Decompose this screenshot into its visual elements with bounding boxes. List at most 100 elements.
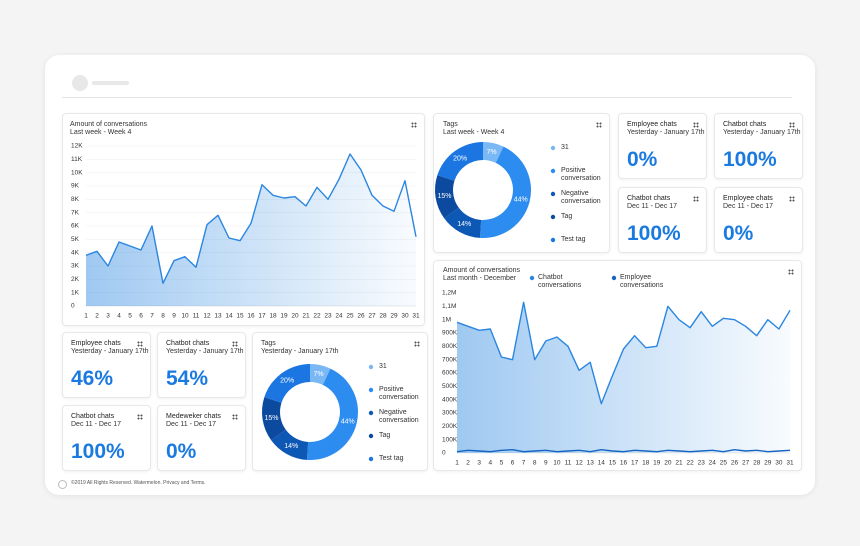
legend-dot [550, 237, 556, 243]
x-tick-label: 27 [742, 460, 750, 467]
x-tick-label: 19 [280, 313, 288, 320]
y-tick-label: 900K [442, 330, 458, 337]
x-tick-label: 12 [575, 460, 583, 467]
legend-dot [550, 145, 556, 151]
menu-icon[interactable] [596, 122, 602, 128]
x-tick-label: 3 [477, 460, 481, 467]
donut-segment [444, 207, 482, 238]
card-subtitle: Dec 11 - Dec 17 [627, 203, 678, 210]
x-tick-label: 4 [117, 313, 121, 320]
y-tick-label: 12K [71, 143, 83, 150]
x-tick-label: 16 [247, 313, 255, 320]
x-tick-label: 6 [511, 460, 515, 467]
card-value: 100% [627, 222, 681, 245]
menu-icon[interactable] [693, 122, 699, 128]
menu-icon[interactable] [789, 196, 795, 202]
x-tick-label: 20 [664, 460, 672, 467]
legend-label: Test tag [379, 455, 404, 462]
menu-icon[interactable] [788, 269, 794, 275]
menu-icon[interactable] [137, 414, 143, 420]
legend-label: 31 [561, 144, 569, 151]
x-tick-label: 22 [313, 313, 321, 320]
x-tick-label: 29 [390, 313, 398, 320]
card-title: Chatbot chats [166, 340, 210, 347]
stat-card: Medeweker chats Dec 11 - Dec 17 0% [157, 405, 246, 471]
stat-card: Chatbot chats Dec 11 - Dec 17 100% [62, 405, 151, 471]
donut-segment [271, 429, 309, 460]
y-tick-label: 200K [442, 423, 458, 430]
x-tick-label: 19 [653, 460, 661, 467]
x-tick-label: 28 [379, 313, 387, 320]
line [85, 153, 417, 284]
x-tick-label: 25 [346, 313, 354, 320]
area [457, 302, 790, 453]
x-tick-label: 6 [139, 313, 143, 320]
y-tick-label: 600K [442, 370, 458, 377]
card-title: Employee chats [627, 121, 677, 128]
x-tick-label: 11 [565, 460, 572, 467]
y-tick-label: 1M [442, 316, 451, 323]
y-tick-label: 3K [71, 263, 80, 270]
legend-label: Test tag [561, 236, 586, 243]
y-tick-label: 1,2M [442, 290, 456, 297]
x-tick-label: 11 [193, 313, 200, 320]
x-tick-label: 4 [488, 460, 492, 467]
card-title: Chatbot chats [627, 195, 671, 202]
legend-dot [368, 456, 374, 462]
legend-dot [529, 275, 535, 281]
x-tick-label: 9 [172, 313, 176, 320]
legend-dot [368, 433, 374, 439]
menu-icon[interactable] [414, 341, 420, 347]
y-tick-label: 1,1M [442, 303, 456, 310]
card-title: Chatbot chats [71, 413, 115, 420]
card-title: Employee chats [723, 195, 773, 202]
card-subtitle: Dec 11 - Dec 17 [71, 421, 122, 428]
card-subtitle: Yesterday - January 17th [71, 348, 149, 355]
card-subtitle: Yesterday - January 17th [627, 129, 705, 136]
menu-icon[interactable] [789, 122, 795, 128]
card-value: 100% [71, 440, 125, 463]
x-tick-label: 21 [302, 313, 310, 320]
y-tick-label: 400K [442, 396, 458, 403]
chart-title: Amount of conversations [70, 121, 148, 128]
x-tick-label: 14 [225, 313, 233, 320]
data-label: 44% [514, 197, 528, 204]
x-tick-label: 29 [764, 460, 772, 467]
x-tick-label: 15 [609, 460, 617, 467]
card-title: Medeweker chats [166, 413, 221, 420]
card-title: Chatbot chats [723, 121, 767, 128]
y-tick-label: 0 [442, 450, 446, 457]
x-tick-label: 22 [686, 460, 694, 467]
x-tick-label: 30 [401, 313, 409, 320]
stat-card: Employee chats Dec 11 - Dec 17 0% [714, 187, 803, 253]
data-label: 44% [341, 419, 355, 426]
legend-dot [368, 387, 374, 393]
chart-subtitle: Last week - Week 4 [443, 129, 504, 136]
x-tick-label: 31 [412, 313, 420, 320]
x-tick-label: 1 [84, 313, 88, 320]
donut-segment [262, 397, 286, 441]
legend-label: Positive conversation [379, 386, 419, 401]
x-tick-label: 1 [455, 460, 459, 467]
menu-icon[interactable] [693, 196, 699, 202]
x-tick-label: 2 [95, 313, 99, 320]
legend-label: Chatbot conversations [538, 274, 582, 289]
y-tick-label: 5K [71, 236, 80, 243]
x-tick-label: 14 [598, 460, 606, 467]
y-tick-label: 4K [71, 249, 80, 256]
donut-segment [264, 364, 310, 403]
menu-icon[interactable] [137, 341, 143, 347]
menu-icon[interactable] [411, 122, 417, 128]
data-label: 15% [437, 193, 451, 200]
y-tick-label: 300K [442, 410, 458, 417]
area [86, 154, 416, 306]
y-tick-label: 7K [71, 209, 80, 216]
footer-icon [58, 480, 67, 489]
legend-dot [550, 214, 556, 220]
menu-icon[interactable] [232, 341, 238, 347]
y-tick-label: 1K [71, 289, 80, 296]
chart-title: Amount of conversations [443, 267, 521, 274]
menu-icon[interactable] [232, 414, 238, 420]
legend-label: Positive conversation [561, 167, 601, 182]
